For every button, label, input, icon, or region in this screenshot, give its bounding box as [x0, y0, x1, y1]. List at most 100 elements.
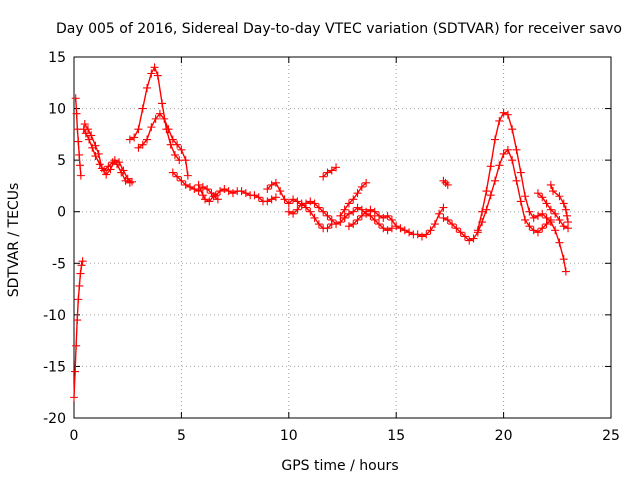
data-point: [465, 236, 474, 245]
data-point: [250, 191, 259, 200]
data-point: [353, 203, 362, 212]
data-point: [106, 165, 115, 174]
data-point: [503, 110, 512, 119]
data-point: [173, 172, 182, 181]
data-point: [319, 172, 328, 181]
data-point: [327, 220, 336, 229]
series-peak-lower: [134, 109, 192, 180]
data-point: [293, 197, 302, 206]
data-point: [314, 220, 323, 229]
data-point: [168, 168, 177, 177]
series-main-trace: [70, 257, 87, 402]
data-point: [435, 209, 444, 218]
y-tick-label: -20: [43, 411, 66, 427]
y-tick-label: 0: [57, 205, 66, 221]
data-point: [241, 189, 250, 198]
data-point: [357, 211, 366, 220]
data-point: [448, 220, 457, 229]
data-point: [349, 207, 358, 216]
data-point: [538, 209, 547, 218]
series-start-spike: [71, 94, 85, 180]
data-point: [203, 185, 212, 194]
data-point: [375, 220, 384, 229]
data-point: [284, 199, 293, 208]
series-rise-segment-b: [336, 178, 371, 220]
data-point: [499, 108, 508, 117]
data-point: [134, 125, 143, 134]
data-point: [561, 267, 570, 276]
data-point: [319, 207, 328, 216]
data-point: [130, 133, 139, 142]
data-point: [125, 135, 134, 144]
data-point: [375, 211, 384, 220]
data-point: [486, 191, 495, 200]
data-point: [74, 295, 83, 304]
data-point: [314, 203, 323, 212]
data-point: [559, 199, 568, 208]
data-point: [310, 213, 319, 222]
data-point: [323, 168, 332, 177]
series-mid-trough: [340, 203, 396, 235]
data-point: [422, 230, 431, 239]
data-point: [228, 189, 237, 198]
chart-title: Day 005 of 2016, Sidereal Day-to-day VTE…: [56, 21, 622, 37]
data-point: [439, 203, 448, 212]
x-tick-label: 5: [177, 428, 186, 444]
data-point: [83, 125, 92, 134]
data-point: [138, 104, 147, 113]
data-point: [177, 145, 186, 154]
data-point: [508, 156, 517, 165]
data-point: [495, 116, 504, 125]
data-point: [529, 226, 538, 235]
data-point: [383, 211, 392, 220]
data-point: [555, 215, 564, 224]
data-point: [88, 143, 97, 152]
data-point: [181, 156, 190, 165]
data-point: [276, 187, 285, 196]
data-point: [147, 69, 156, 78]
data-point: [323, 211, 332, 220]
series-layer: [70, 63, 573, 402]
data-point: [559, 255, 568, 264]
data-point: [551, 226, 560, 235]
data-point: [473, 226, 482, 235]
data-point: [533, 211, 542, 220]
data-point: [555, 238, 564, 247]
data-point: [80, 120, 89, 129]
data-point: [370, 215, 379, 224]
x-tick-label: 15: [387, 428, 405, 444]
data-point: [379, 224, 388, 233]
data-point: [185, 182, 194, 191]
data-point: [220, 185, 229, 194]
data-point: [370, 207, 379, 216]
data-point: [190, 185, 199, 194]
data-point: [387, 215, 396, 224]
x-tick-label: 20: [495, 428, 513, 444]
series-trace: [73, 260, 84, 399]
series-late-trough: [439, 145, 555, 245]
series-early-trace-b: [80, 120, 136, 186]
data-point: [70, 393, 78, 402]
data-point: [491, 176, 500, 185]
data-point: [143, 83, 152, 92]
data-point: [143, 135, 152, 144]
data-point: [209, 192, 218, 201]
data-point: [353, 215, 362, 224]
data-point: [340, 205, 349, 214]
data-point: [153, 71, 162, 80]
data-point: [72, 109, 81, 118]
data-point: [512, 145, 521, 154]
data-point: [201, 195, 210, 204]
data-point: [263, 185, 272, 194]
data-point: [499, 149, 508, 158]
data-point: [533, 228, 542, 237]
data-point: [76, 161, 85, 170]
data-point: [564, 218, 573, 227]
series-trace: [537, 192, 569, 229]
data-point: [549, 187, 558, 196]
data-point: [183, 171, 192, 180]
data-point: [561, 205, 570, 214]
data-point: [538, 224, 547, 233]
data-point: [267, 195, 276, 204]
